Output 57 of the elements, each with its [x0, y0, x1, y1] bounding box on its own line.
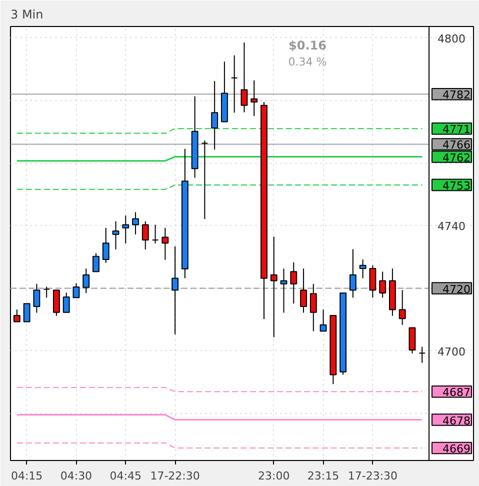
- ref-line-label: 4766: [442, 138, 471, 152]
- candlestick: [320, 309, 327, 332]
- candlestick: [152, 224, 159, 244]
- candlestick: [280, 268, 288, 314]
- candlestick: [52, 290, 60, 316]
- candlestick: [408, 327, 416, 354]
- y-tick-label: 4740: [438, 220, 466, 234]
- candlestick: [33, 283, 40, 314]
- x-tick-label: 23:00: [258, 470, 290, 482]
- candlestick: [300, 268, 307, 314]
- data-label: 4762: [442, 151, 471, 164]
- ref-line-label: 4720: [442, 282, 471, 296]
- candlestick: [349, 248, 356, 298]
- x-tick-label: 04:30: [60, 470, 92, 482]
- candlestick: [250, 80, 258, 117]
- candlestick: [82, 268, 90, 294]
- candlestick: [162, 227, 169, 260]
- candlestick: [359, 258, 366, 279]
- x-tick-label: 04:15: [10, 470, 43, 482]
- candlestick: [379, 271, 386, 298]
- y-tick-label: 4800: [438, 32, 466, 46]
- candlestick: [72, 282, 80, 298]
- candlestick: [62, 292, 70, 313]
- data-label: 4753: [442, 179, 471, 192]
- candlestick: [290, 262, 298, 304]
- data-label: 4678: [442, 414, 471, 428]
- candlestick: [240, 42, 248, 113]
- candlestick: [310, 283, 317, 332]
- data-label: 4669: [442, 442, 471, 456]
- candlestick: [398, 290, 406, 326]
- candlestick: [211, 80, 218, 150]
- candlestick: [102, 227, 110, 264]
- candlestick: [230, 54, 238, 114]
- candlestick: [132, 212, 139, 235]
- candlestick: [122, 215, 130, 244]
- annotation: $0.16: [288, 38, 326, 52]
- candlestick: [201, 140, 208, 220]
- candlestick: [172, 246, 179, 335]
- candlestick: [142, 220, 149, 250]
- x-tick-label: 17-22:30: [150, 470, 200, 482]
- candlestick: [43, 286, 50, 298]
- candlestick: [369, 264, 376, 298]
- annotation: 0.34 %: [288, 56, 327, 68]
- x-tick-label: 04:45: [110, 470, 142, 482]
- candlestick: [112, 220, 120, 250]
- chart-title: 3 Min: [10, 8, 44, 22]
- data-label: 4771: [442, 123, 471, 136]
- x-tick-label: 23:15: [307, 470, 340, 482]
- ref-line-label: 4782: [442, 88, 471, 102]
- candlestick: [418, 346, 426, 364]
- candlestick: [23, 303, 30, 322]
- y-tick-label: 4700: [438, 345, 466, 358]
- data-label: 4687: [442, 386, 471, 400]
- x-tick-label: 17-23:30: [348, 470, 398, 482]
- candlestick: [13, 309, 20, 322]
- candlestick: [92, 252, 100, 272]
- candlestick: [270, 236, 278, 338]
